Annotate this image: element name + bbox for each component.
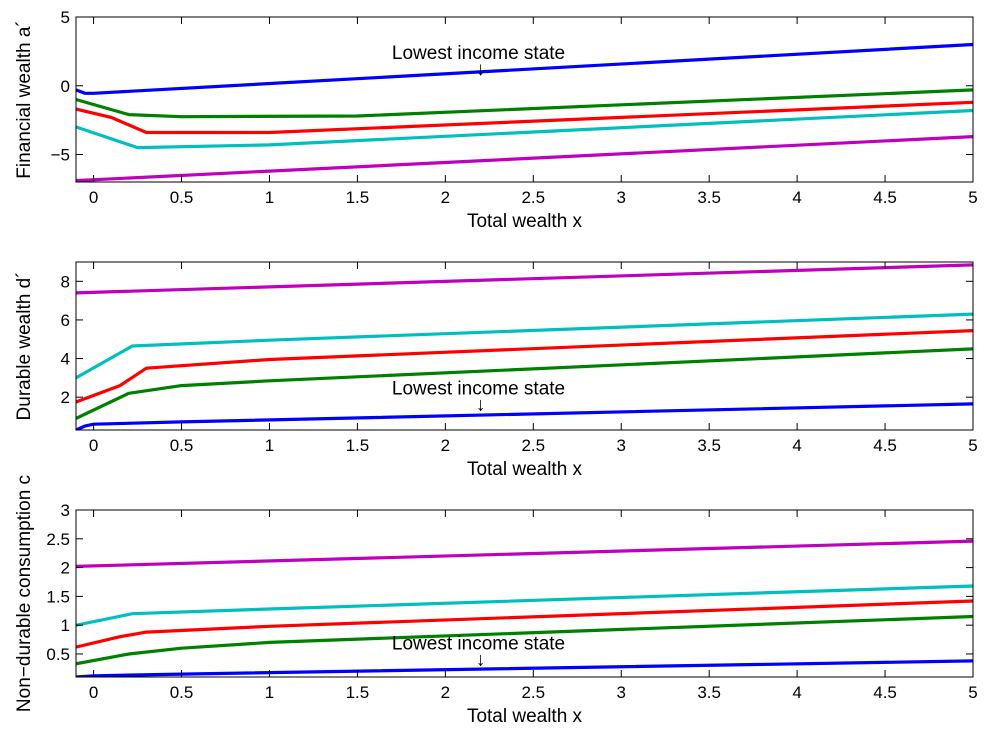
x-tick-label: 2 [441, 436, 450, 455]
y-axis-label: Non−durable consumption c [14, 475, 35, 712]
y-tick-label: 2 [61, 388, 70, 407]
y-tick-label: 1 [61, 616, 70, 635]
y-tick-label: 4 [61, 350, 70, 369]
series-line-4 [76, 108, 973, 150]
panel-3: 0 0.5 1 1.5 2 2.5 3 3.5 4 4.5 5 0.5 1 1.5 2 2.5 3 Total w… [14, 475, 978, 727]
y-tick-label: 5 [61, 8, 70, 27]
panel-2: 0 0.5 1 1.5 2 2.5 3 3.5 4 4.5 5 2 4 6 8 Total wealth x D… [14, 261, 978, 480]
y-tick-label: 0.5 [46, 645, 70, 664]
annotation-text: Lowest income state [392, 633, 565, 654]
axes-box [75, 509, 974, 678]
x-tick-label: 0.5 [170, 436, 194, 455]
series-line-5 [76, 135, 973, 182]
x-tick-label: 0 [89, 188, 98, 207]
x-tick-label: 4 [792, 683, 801, 702]
annotation-arrow: ↓ [476, 395, 486, 416]
annotation-text: Lowest income state [392, 43, 565, 64]
x-tick-label: 2 [441, 188, 450, 207]
panel-1: 0 0.5 1 1.5 2 2.5 3 3.5 4 4.5 5 −5 0 5 Total wealth x F… [14, 8, 978, 232]
x-tick-label: 3.5 [697, 436, 721, 455]
series-line-1 [76, 402, 973, 430]
x-tick-label: 0.5 [170, 188, 194, 207]
x-tick-label: 0 [89, 436, 98, 455]
x-tick-label: 0 [89, 683, 98, 702]
series-line-2 [76, 347, 973, 420]
x-tick-label: 1.5 [346, 683, 370, 702]
y-tick-label: −5 [51, 146, 70, 165]
x-tick-label: 4.5 [873, 188, 897, 207]
series-group [76, 539, 973, 677]
axes-box [75, 261, 974, 431]
x-tick-label: 3.5 [697, 188, 721, 207]
y-tick-label: 2 [61, 559, 70, 578]
series-line-1 [76, 42, 973, 95]
y-tick-label: 2.5 [46, 530, 70, 549]
y-axis-label: Durable wealth d´ [14, 272, 35, 421]
y-tick-label: 6 [61, 311, 70, 330]
x-axis-label: Total wealth x [467, 211, 583, 232]
x-tick-label: 4.5 [873, 683, 897, 702]
x-tick-label: 3 [617, 188, 626, 207]
x-tick-label: 5 [968, 436, 977, 455]
series-line-2 [76, 88, 973, 119]
series-line-5 [76, 539, 973, 568]
x-tick-label: 5 [968, 683, 977, 702]
series-line-3 [76, 329, 973, 404]
y-axis-label: Financial wealth a´ [14, 20, 35, 178]
x-axis-label: Total wealth x [467, 459, 583, 480]
series-line-1 [76, 659, 973, 677]
y-tick-label: 3 [61, 501, 70, 520]
annotation-arrow: ↓ [476, 59, 486, 80]
x-tick-label: 3 [617, 436, 626, 455]
y-tick-label: 8 [61, 272, 70, 291]
x-tick-label: 1 [265, 683, 274, 702]
x-tick-label: 2.5 [521, 188, 545, 207]
x-tick-label: 2.5 [521, 436, 545, 455]
x-tick-label: 4.5 [873, 436, 897, 455]
x-tick-label: 1 [265, 436, 274, 455]
x-tick-label: 2 [441, 683, 450, 702]
x-tick-label: 1 [265, 188, 274, 207]
series-line-5 [76, 263, 973, 295]
series-group [76, 263, 973, 430]
series-line-3 [76, 100, 973, 135]
x-tick-label: 1.5 [346, 188, 370, 207]
annotation-text: Lowest income state [392, 379, 565, 400]
x-tick-label: 1.5 [346, 436, 370, 455]
x-tick-label: 4 [792, 188, 801, 207]
annotation-arrow: ↓ [476, 649, 486, 670]
series-line-4 [76, 584, 973, 627]
x-tick-label: 4 [792, 436, 801, 455]
x-tick-label: 2.5 [521, 683, 545, 702]
x-tick-label: 0.5 [170, 683, 194, 702]
x-tick-label: 3 [617, 683, 626, 702]
series-line-4 [76, 312, 973, 380]
y-tick-label: 0 [61, 77, 70, 96]
x-tick-label: 5 [968, 188, 977, 207]
series-group [76, 42, 973, 182]
x-tick-label: 3.5 [697, 683, 721, 702]
series-line-3 [76, 599, 973, 649]
axes-box [75, 16, 974, 183]
y-tick-label: 1.5 [46, 587, 70, 606]
series-line-2 [76, 614, 973, 666]
x-axis-label: Total wealth x [467, 706, 583, 727]
